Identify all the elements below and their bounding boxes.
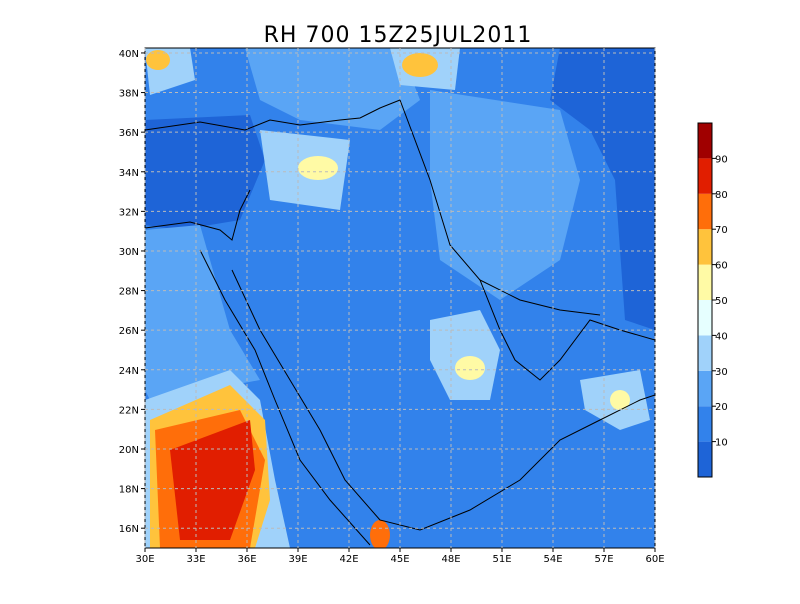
y-tick-label: 34N bbox=[119, 168, 139, 179]
y-tick-label: 32N bbox=[119, 207, 139, 218]
colorbar-segment bbox=[698, 264, 712, 300]
colorbar-segment bbox=[698, 123, 712, 159]
colorbar-segment bbox=[698, 406, 712, 442]
colorbar-segment bbox=[698, 229, 712, 265]
x-tick-label: 33E bbox=[186, 554, 205, 565]
x-tick-label: 30E bbox=[135, 554, 154, 565]
x-tick-label: 36E bbox=[237, 554, 256, 565]
x-tick-label: 48E bbox=[441, 554, 460, 565]
y-tick-label: 28N bbox=[119, 287, 139, 298]
coastlines bbox=[145, 99, 655, 546]
x-tick-label: 42E bbox=[339, 554, 358, 565]
colorbar-label: 50 bbox=[715, 296, 728, 307]
y-tick-label: 38N bbox=[119, 89, 139, 100]
colorbar-segment bbox=[698, 335, 712, 371]
x-tick-label: 60E bbox=[645, 554, 664, 565]
y-tick-label: 24N bbox=[119, 366, 139, 377]
colorbar-segment bbox=[698, 300, 712, 336]
y-tick-label: 22N bbox=[119, 405, 139, 416]
colorbar-label: 70 bbox=[715, 225, 728, 236]
x-tick-label: 45E bbox=[390, 554, 409, 565]
x-tick-label: 54E bbox=[543, 554, 562, 565]
colorbar-label: 40 bbox=[715, 331, 728, 342]
y-tick-label: 40N bbox=[119, 49, 139, 60]
colorbar-segment bbox=[698, 441, 712, 477]
colorbar-label: 30 bbox=[715, 367, 728, 378]
colorbar-label: 10 bbox=[715, 438, 728, 449]
colorbar-label: 90 bbox=[715, 154, 728, 165]
colorbar-label: 20 bbox=[715, 402, 728, 413]
y-tick-label: 16N bbox=[119, 524, 139, 535]
humidity-field bbox=[145, 48, 655, 548]
colorbar-segment bbox=[698, 158, 712, 194]
colorbar-segment bbox=[698, 193, 712, 230]
y-tick-label: 36N bbox=[119, 128, 139, 139]
y-tick-label: 26N bbox=[119, 326, 139, 337]
x-tick-label: 57E bbox=[594, 554, 613, 565]
colorbar-label: 60 bbox=[715, 261, 728, 272]
map-title: RH 700 15Z25JUL2011 bbox=[264, 23, 533, 48]
y-tick-label: 30N bbox=[119, 247, 139, 258]
x-tick-label: 39E bbox=[288, 554, 307, 565]
x-tick-label: 51E bbox=[492, 554, 511, 565]
y-tick-label: 20N bbox=[119, 445, 139, 456]
y-tick-label: 18N bbox=[119, 485, 139, 496]
colorbar-segment bbox=[698, 370, 712, 407]
colorbar-label: 80 bbox=[715, 190, 728, 201]
